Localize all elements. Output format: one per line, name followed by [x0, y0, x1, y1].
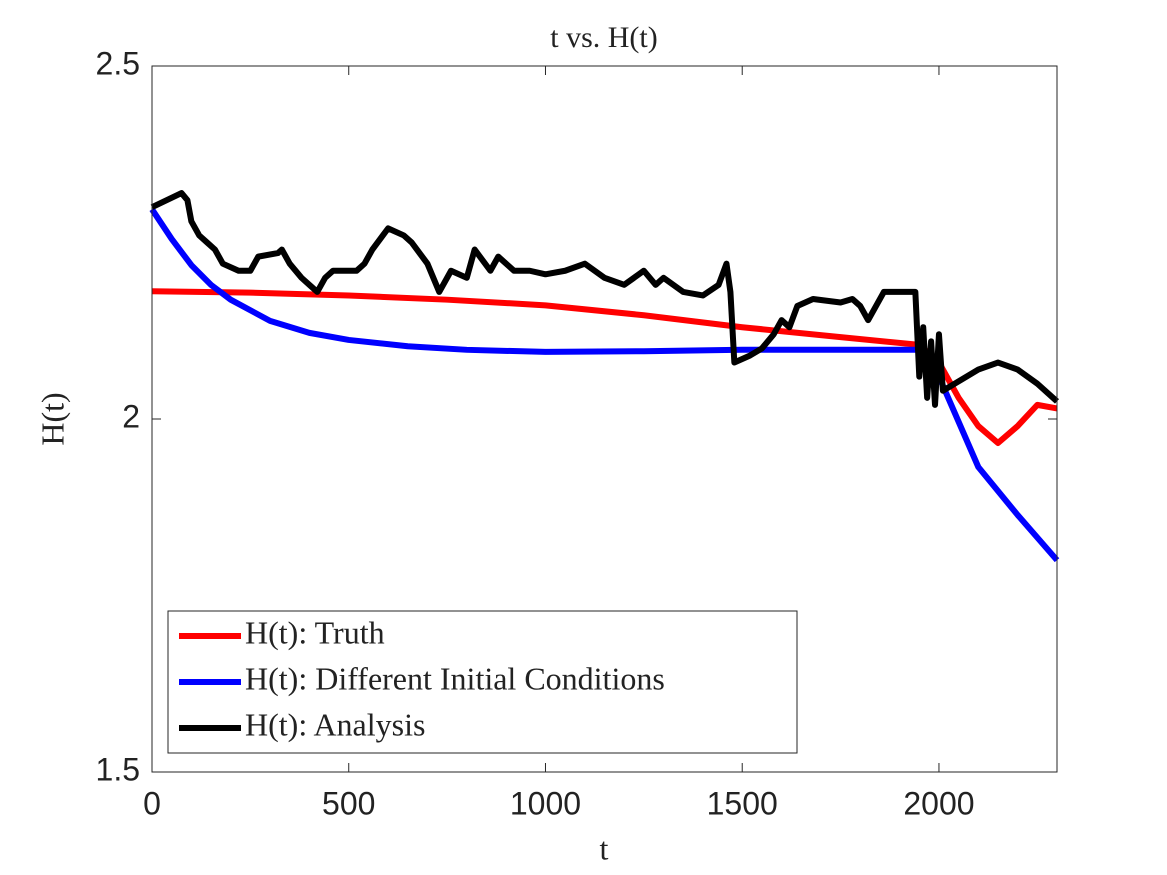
legend-label: H(t): Analysis — [245, 706, 425, 742]
y-tick-label: 2 — [122, 398, 140, 434]
chart-title: t vs. H(t) — [550, 21, 658, 54]
data-line — [150, 190, 1060, 408]
data-line — [151, 288, 1058, 447]
y-tick-label: 2.5 — [96, 45, 140, 81]
legend-label: H(t): Truth — [245, 614, 385, 650]
x-tick-label: 1500 — [707, 785, 778, 821]
legend-label: H(t): Different Initial Conditions — [245, 660, 665, 696]
x-axis-label: t — [600, 830, 609, 866]
x-tick-label: 2000 — [903, 785, 974, 821]
y-tick-label: 1.5 — [96, 751, 140, 787]
x-tick-label: 1000 — [510, 785, 581, 821]
legend-box — [167, 610, 798, 754]
legend: H(t): Truth H(t): Different Initial Condi… — [167, 610, 798, 754]
x-tick-label: 500 — [322, 785, 375, 821]
x-tick-label: 0 — [143, 785, 161, 821]
y-axis-label: H(t) — [34, 392, 70, 445]
